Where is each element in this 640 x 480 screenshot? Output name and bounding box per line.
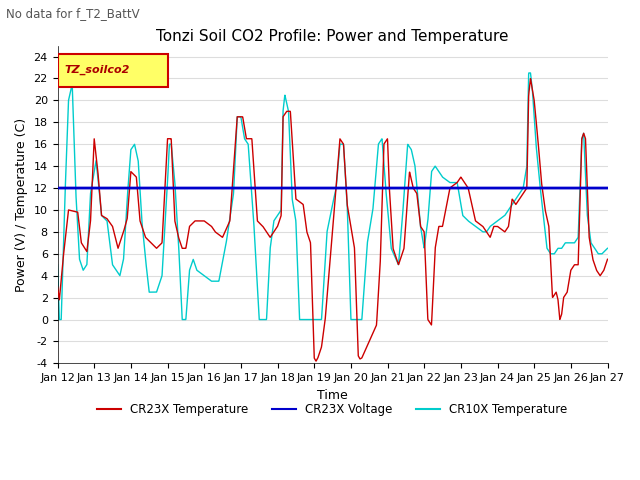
Text: TZ_soilco2: TZ_soilco2 — [65, 65, 130, 75]
FancyBboxPatch shape — [58, 53, 168, 87]
Y-axis label: Power (V) / Temperature (C): Power (V) / Temperature (C) — [15, 118, 28, 291]
Legend: CR23X Temperature, CR23X Voltage, CR10X Temperature: CR23X Temperature, CR23X Voltage, CR10X … — [93, 398, 572, 421]
Title: Tonzi Soil CO2 Profile: Power and Temperature: Tonzi Soil CO2 Profile: Power and Temper… — [156, 29, 509, 44]
X-axis label: Time: Time — [317, 389, 348, 402]
Text: No data for f_T2_BattV: No data for f_T2_BattV — [6, 7, 140, 20]
